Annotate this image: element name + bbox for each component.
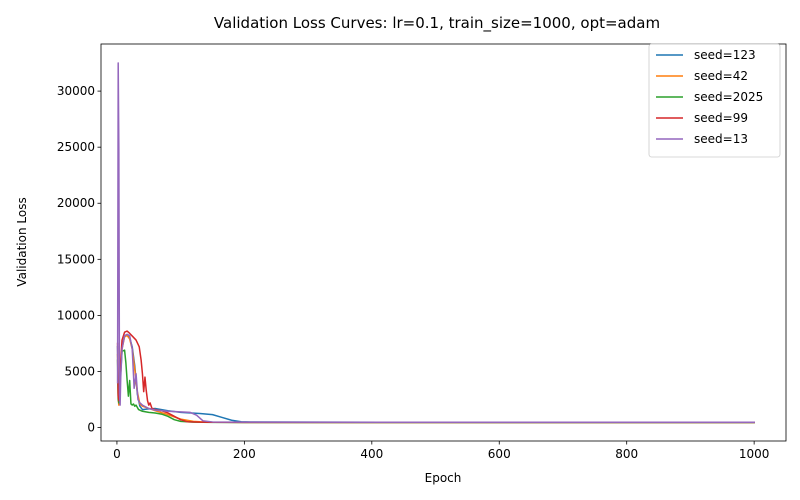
legend: seed=123 seed=42 seed=2025 seed=99 seed=13 bbox=[648, 43, 781, 158]
legend-entry-label: seed=2025 bbox=[694, 90, 763, 104]
legend-entry-label: seed=99 bbox=[694, 111, 748, 125]
x-tick-label: 600 bbox=[488, 447, 511, 461]
x-axis-ticks: 0 200 400 600 800 1000 bbox=[113, 441, 769, 461]
plot-area bbox=[116, 62, 755, 424]
series-line-4 bbox=[116, 62, 755, 424]
x-axis-label: Epoch bbox=[425, 471, 462, 485]
y-tick-label: 10000 bbox=[57, 308, 95, 322]
y-tick-label: 20000 bbox=[57, 196, 95, 210]
x-tick-label: 400 bbox=[360, 447, 383, 461]
y-tick-label: 0 bbox=[87, 421, 95, 435]
legend-entry-label: seed=13 bbox=[694, 132, 748, 146]
plot-frame bbox=[100, 43, 787, 442]
legend-box bbox=[648, 43, 781, 158]
x-tick-label: 200 bbox=[233, 447, 256, 461]
legend-entry-label: seed=42 bbox=[694, 69, 748, 83]
x-tick-label: 800 bbox=[615, 447, 638, 461]
series-line-3 bbox=[116, 330, 755, 424]
x-tick-label: 0 bbox=[113, 447, 121, 461]
y-tick-label: 5000 bbox=[64, 364, 95, 378]
y-tick-label: 25000 bbox=[57, 140, 95, 154]
y-tick-label: 15000 bbox=[57, 252, 95, 266]
y-tick-label: 30000 bbox=[57, 84, 95, 98]
y-axis-label: Validation Loss bbox=[15, 197, 29, 286]
y-axis-ticks: 0 5000 10000 15000 20000 25000 30000 bbox=[57, 84, 101, 435]
x-tick-label: 1000 bbox=[739, 447, 770, 461]
chart-title: Validation Loss Curves: lr=0.1, train_si… bbox=[214, 14, 660, 33]
legend-entry-label: seed=123 bbox=[694, 48, 756, 62]
